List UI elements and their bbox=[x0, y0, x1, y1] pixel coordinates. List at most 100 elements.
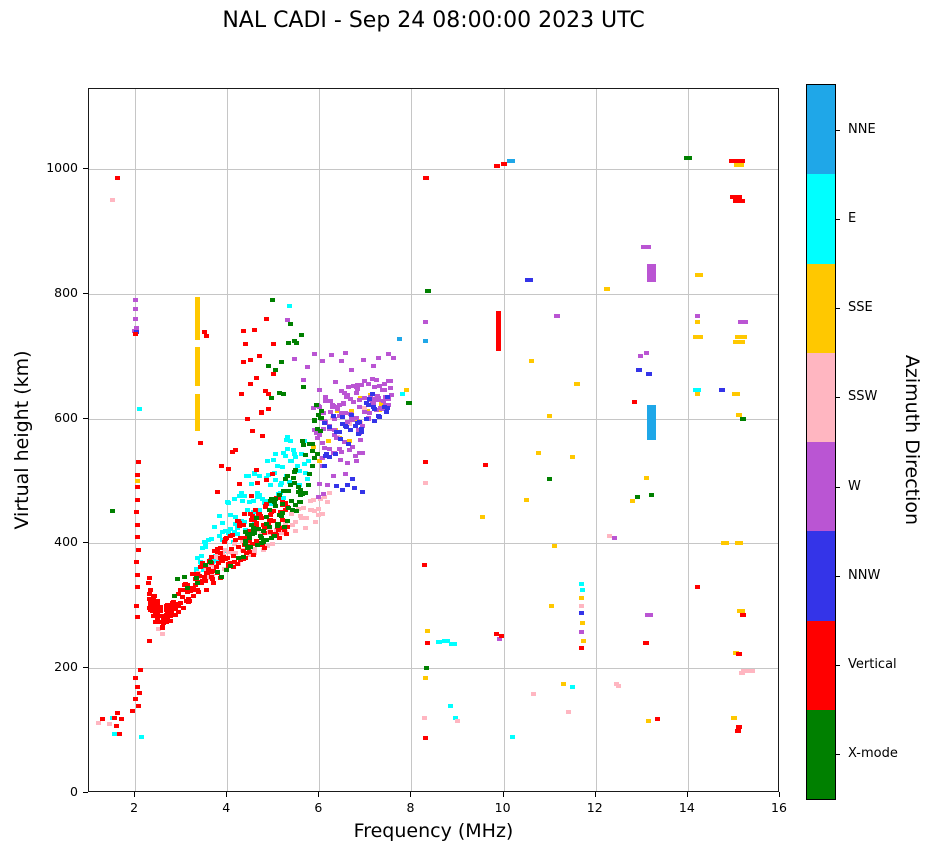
data-point bbox=[198, 580, 204, 585]
data-point bbox=[148, 599, 154, 604]
data-point bbox=[694, 585, 700, 590]
data-point bbox=[318, 496, 324, 501]
data-point bbox=[360, 424, 366, 429]
data-point bbox=[570, 684, 576, 689]
data-point bbox=[159, 625, 165, 630]
data-point bbox=[299, 332, 305, 337]
data-point bbox=[355, 382, 360, 387]
data-point bbox=[242, 494, 248, 499]
data-point bbox=[325, 482, 331, 487]
data-point bbox=[353, 454, 359, 459]
data-point bbox=[284, 317, 290, 322]
colorbar-tick bbox=[836, 308, 840, 310]
data-point bbox=[196, 573, 202, 578]
data-point bbox=[333, 452, 339, 457]
data-point bbox=[175, 577, 181, 582]
data-point bbox=[345, 461, 351, 466]
data-point bbox=[285, 474, 291, 479]
data-point bbox=[175, 601, 181, 606]
data-point bbox=[531, 692, 537, 697]
data-point bbox=[185, 583, 191, 588]
data-point bbox=[242, 511, 248, 516]
data-point bbox=[314, 427, 320, 432]
data-point bbox=[343, 425, 349, 430]
data-point bbox=[636, 367, 643, 372]
data-point bbox=[231, 542, 237, 547]
gridline-x bbox=[595, 89, 597, 791]
data-point bbox=[248, 522, 254, 527]
data-point bbox=[289, 512, 295, 517]
data-point bbox=[152, 610, 158, 615]
data-point bbox=[357, 438, 363, 443]
data-point bbox=[694, 391, 700, 396]
data-point bbox=[645, 371, 652, 376]
data-point bbox=[199, 546, 205, 551]
data-point bbox=[254, 542, 260, 547]
data-point bbox=[215, 490, 221, 495]
data-point bbox=[233, 537, 239, 542]
data-point bbox=[278, 359, 284, 364]
data-point bbox=[176, 609, 182, 614]
data-point bbox=[328, 352, 334, 357]
data-point bbox=[214, 549, 220, 554]
data-point bbox=[553, 313, 560, 318]
data-point bbox=[134, 684, 140, 689]
data-point bbox=[381, 399, 387, 404]
data-point bbox=[277, 513, 283, 518]
colorbar-label: E bbox=[848, 210, 857, 226]
data-point bbox=[250, 552, 256, 557]
data-point bbox=[279, 501, 285, 506]
data-point bbox=[735, 541, 744, 546]
data-point bbox=[547, 414, 553, 419]
data-point bbox=[266, 407, 272, 412]
data-point bbox=[693, 335, 703, 340]
data-point bbox=[237, 558, 243, 563]
data-point bbox=[134, 510, 140, 515]
data-point bbox=[300, 492, 306, 497]
data-point bbox=[386, 402, 392, 407]
data-point bbox=[211, 549, 217, 554]
data-point bbox=[342, 411, 348, 416]
data-point bbox=[315, 435, 321, 440]
data-point bbox=[224, 500, 230, 505]
colorbar bbox=[806, 84, 836, 800]
data-point bbox=[277, 391, 283, 396]
y-tick-label: 200 bbox=[54, 659, 78, 675]
y-tick bbox=[83, 542, 88, 544]
data-point bbox=[209, 576, 215, 581]
data-point bbox=[236, 520, 242, 525]
data-point bbox=[249, 481, 255, 486]
data-point bbox=[497, 637, 503, 642]
data-point bbox=[336, 413, 342, 418]
data-point bbox=[547, 477, 553, 482]
data-point bbox=[579, 646, 585, 651]
data-point bbox=[634, 494, 640, 499]
data-point bbox=[232, 497, 238, 502]
data-point bbox=[306, 483, 312, 488]
data-point bbox=[263, 475, 269, 480]
data-point bbox=[282, 507, 288, 512]
colorbar-segment-ssw bbox=[807, 352, 835, 442]
data-point bbox=[359, 383, 365, 388]
data-point bbox=[180, 595, 186, 600]
data-point bbox=[646, 719, 652, 724]
data-point bbox=[267, 482, 273, 487]
data-point bbox=[342, 351, 348, 356]
data-point bbox=[352, 424, 358, 429]
data-point bbox=[115, 711, 121, 716]
data-point bbox=[285, 341, 291, 346]
data-point bbox=[270, 472, 276, 477]
data-point bbox=[336, 403, 342, 408]
data-point bbox=[271, 533, 277, 538]
data-point bbox=[303, 525, 309, 530]
data-point bbox=[423, 666, 429, 671]
data-point bbox=[719, 388, 726, 393]
data-point bbox=[212, 558, 218, 563]
data-point bbox=[226, 550, 232, 555]
data-point bbox=[291, 470, 297, 475]
data-point bbox=[377, 384, 383, 389]
data-point bbox=[290, 447, 296, 452]
data-point bbox=[299, 438, 305, 443]
data-point bbox=[326, 455, 332, 460]
data-point bbox=[273, 451, 279, 456]
